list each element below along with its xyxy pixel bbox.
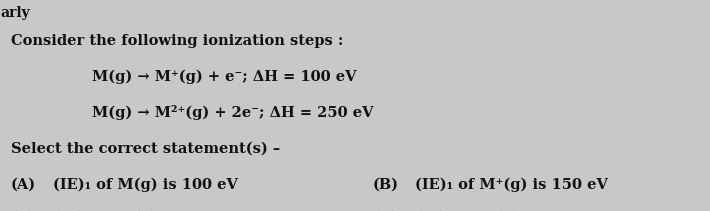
Text: (A): (A)	[11, 177, 36, 191]
Text: (IE)₁ of M(g) is 100 eV: (IE)₁ of M(g) is 100 eV	[53, 177, 238, 192]
Text: (IE)₁ of M⁺(g) is 150 eV: (IE)₁ of M⁺(g) is 150 eV	[415, 177, 608, 192]
Text: M(g) → M⁺(g) + e⁻; ΔH = 100 eV: M(g) → M⁺(g) + e⁻; ΔH = 100 eV	[92, 70, 357, 84]
Text: Select the correct statement(s) –: Select the correct statement(s) –	[11, 141, 280, 155]
Text: arly: arly	[0, 6, 30, 20]
Text: Consider the following ionization steps :: Consider the following ionization steps …	[11, 34, 343, 48]
Text: M(g) → M²⁺(g) + 2e⁻; ΔH = 250 eV: M(g) → M²⁺(g) + 2e⁻; ΔH = 250 eV	[92, 106, 373, 120]
Text: (B): (B)	[373, 177, 399, 191]
